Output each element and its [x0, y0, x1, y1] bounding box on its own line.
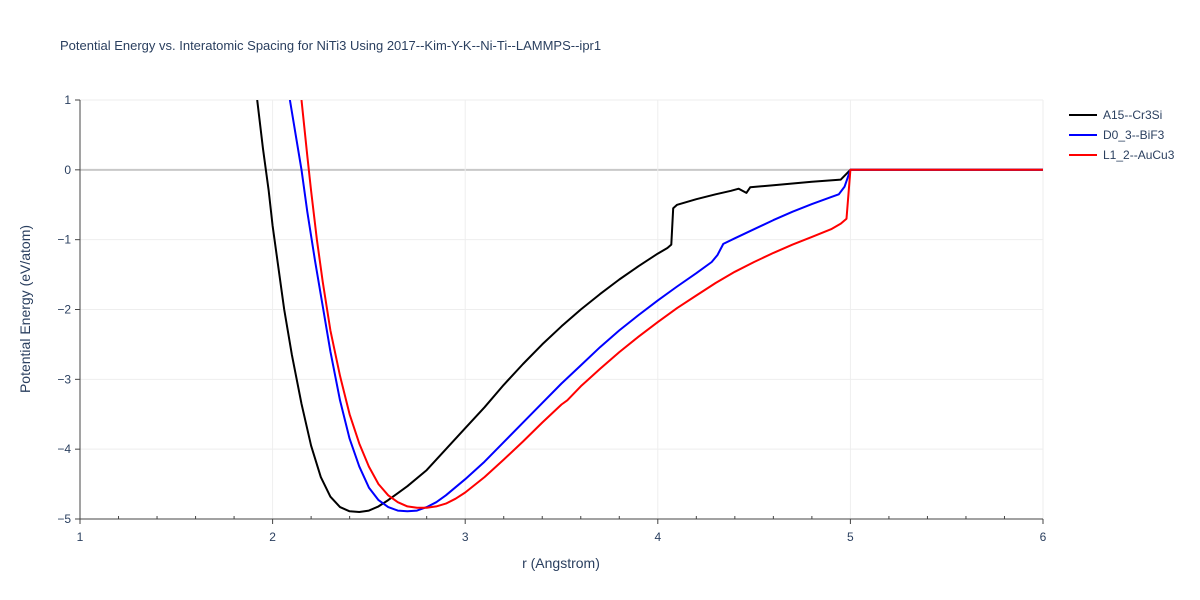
x-tick-label: 1 [77, 530, 84, 544]
legend-label: A15--Cr3Si [1103, 108, 1162, 122]
y-tick-label: 0 [64, 163, 71, 177]
series-line-3 [300, 100, 1043, 509]
legend[interactable]: A15--Cr3Si D0_3--BiF3 L1_2--AuCu3 [1069, 108, 1175, 162]
series-line-1 [256, 100, 1043, 513]
series-line-2 [288, 100, 1043, 513]
y-tick-label: −2 [57, 303, 71, 317]
y-tick-label: −1 [57, 233, 71, 247]
y-gridlines [80, 99, 1043, 520]
y-tick-label: −5 [57, 512, 71, 526]
legend-label: D0_3--BiF3 [1103, 128, 1165, 142]
x-tick-label: 3 [462, 530, 469, 544]
x-tick-label: 5 [847, 530, 854, 544]
x-axis-label: r (Angstrom) [522, 555, 600, 571]
y-axis-label: Potential Energy (eV/atom) [17, 225, 33, 393]
x-tick-label: 2 [269, 530, 276, 544]
chart-title: Potential Energy vs. Interatomic Spacing… [60, 38, 601, 53]
legend-item[interactable]: A15--Cr3Si [1069, 108, 1162, 122]
y-tick-label: −4 [57, 442, 71, 456]
x-tick-label: 6 [1040, 530, 1047, 544]
x-tick-label: 4 [654, 530, 661, 544]
legend-item[interactable]: L1_2--AuCu3 [1069, 148, 1175, 162]
legend-label: L1_2--AuCu3 [1103, 148, 1175, 162]
x-tick-labels: 1 2 3 4 5 6 [77, 530, 1047, 544]
series-layer [256, 100, 1043, 513]
legend-item[interactable]: D0_3--BiF3 [1069, 128, 1165, 142]
y-tick-label: 1 [64, 93, 71, 107]
y-tick-labels: 1 0 −1 −2 −3 −4 −5 [57, 93, 71, 526]
axes-layer [75, 99, 1044, 524]
y-tick-label: −3 [57, 372, 71, 386]
